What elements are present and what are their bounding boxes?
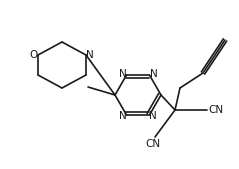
- Text: CN: CN: [208, 105, 223, 115]
- Text: N: N: [86, 50, 94, 60]
- Text: N: N: [119, 69, 126, 79]
- Text: N: N: [150, 69, 157, 79]
- Text: CN: CN: [146, 139, 161, 149]
- Text: N: N: [149, 111, 157, 121]
- Text: N: N: [119, 111, 127, 121]
- Text: O: O: [30, 50, 38, 60]
